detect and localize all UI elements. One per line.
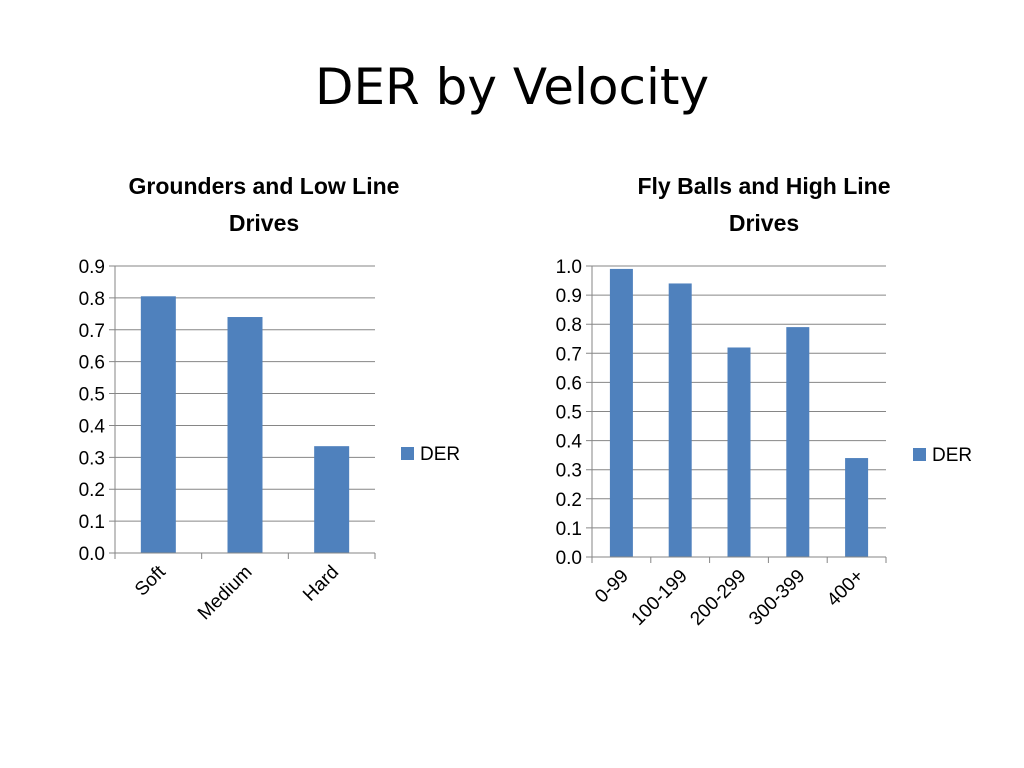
y-tick-label: 0.8 xyxy=(79,289,105,310)
chart-2: 0.0 0.1 0.2 0.3 0.4 0.5 0.6 0.7 0.8 0.9 1.0 0-99100… xyxy=(556,257,973,630)
legend-label: DER xyxy=(420,444,460,465)
chart-title-grounders: Grounders and Low Line Drives xyxy=(74,168,454,242)
y-tick-label: 0.1 xyxy=(79,512,105,533)
y-tick-label: 0.5 xyxy=(79,385,105,406)
bar xyxy=(314,446,350,553)
x-tick-label: Hard xyxy=(299,562,343,606)
y-tick-label: 0.2 xyxy=(79,480,105,501)
y-tick-label: 0.2 xyxy=(556,490,582,511)
legend-swatch xyxy=(401,447,414,460)
y-tick-label: 0.7 xyxy=(556,344,582,365)
bar xyxy=(786,327,810,557)
y-tick-label: 0.6 xyxy=(556,373,582,394)
y-tick-label: 0.4 xyxy=(79,416,106,437)
x-tick-label: 0-99 xyxy=(591,566,633,608)
x-tick-label: Soft xyxy=(131,561,170,600)
legend-swatch xyxy=(913,448,926,461)
y-tick-label: 0.9 xyxy=(79,257,105,278)
chart-title-line: Drives xyxy=(228,210,300,236)
y-tick-label: 0.0 xyxy=(556,548,582,569)
y-tick-label: 0.8 xyxy=(556,315,582,336)
chart-title-fly-balls: Fly Balls and High Line Drives xyxy=(574,168,954,242)
page-title: DER by Velocity xyxy=(314,58,710,116)
bar xyxy=(140,296,176,553)
y-tick-label: 0.3 xyxy=(79,448,105,469)
y-tick-label: 0.5 xyxy=(556,403,582,424)
bar xyxy=(668,283,692,557)
y-tick-label: 1.0 xyxy=(556,257,582,278)
x-tick-label: 200-299 xyxy=(686,566,750,630)
y-tick-label: 0.6 xyxy=(79,353,105,374)
bar xyxy=(845,458,869,557)
y-tick-label: 0.0 xyxy=(79,544,105,565)
x-tick-label: 400+ xyxy=(823,566,868,611)
bar xyxy=(727,347,751,557)
y-tick-label: 0.7 xyxy=(79,321,105,342)
bar xyxy=(609,268,633,557)
chart-title-line: Drives xyxy=(728,210,800,236)
chart-title-line: Grounders and Low Line xyxy=(128,173,400,199)
chart-1: 0.0 0.1 0.2 0.3 0.4 0.5 0.6 0.7 0.8 0.9 Soft Medium… xyxy=(79,257,461,624)
x-tick-label: Medium xyxy=(194,562,257,625)
x-tick-label: 300-399 xyxy=(745,566,809,630)
chart-title-line: Fly Balls and High Line xyxy=(637,173,891,199)
x-tick-label: 100-199 xyxy=(628,566,692,630)
y-tick-label: 0.9 xyxy=(556,286,582,307)
y-tick-label: 0.4 xyxy=(556,432,583,453)
legend-label: DER xyxy=(932,445,972,466)
y-tick-label: 0.3 xyxy=(556,461,582,482)
y-tick-label: 0.1 xyxy=(556,519,582,540)
bar xyxy=(227,317,263,553)
